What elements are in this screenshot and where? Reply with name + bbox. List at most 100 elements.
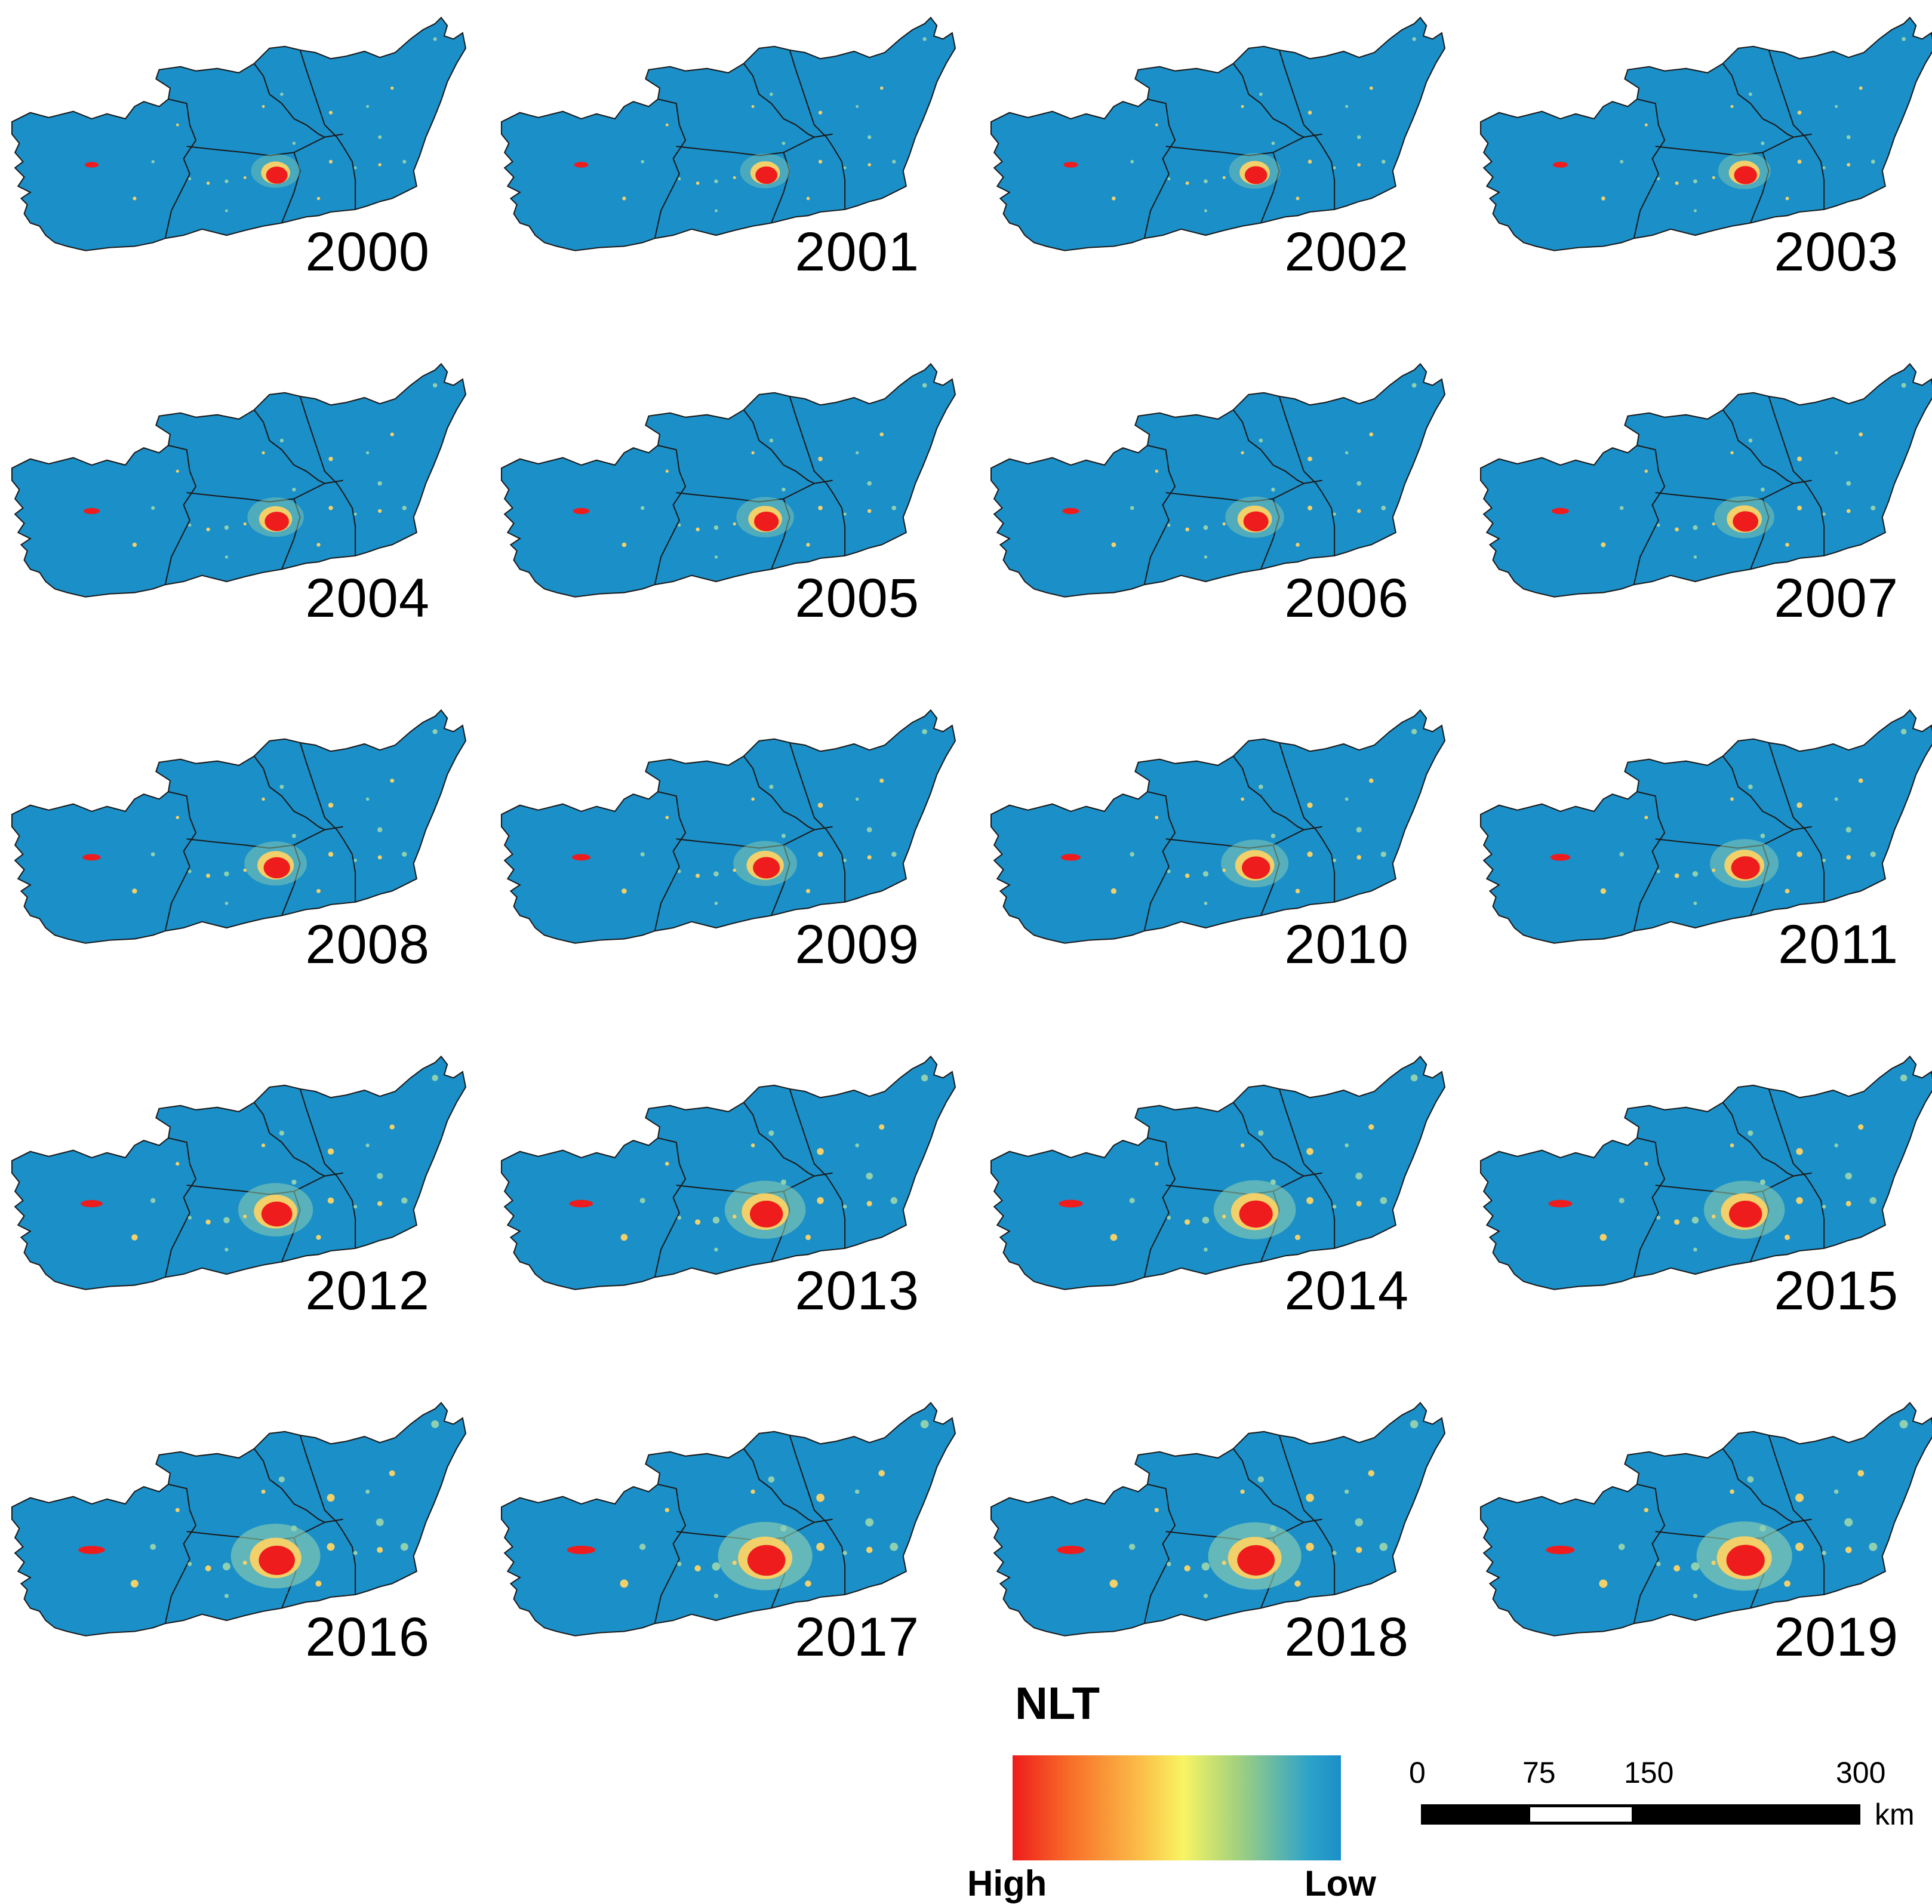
region-map	[990, 362, 1446, 598]
light-spot	[328, 159, 333, 164]
region-outline	[11, 1401, 467, 1637]
admin-boundary	[164, 1137, 197, 1278]
light-spot	[1333, 859, 1337, 862]
admin-boundary	[342, 1185, 356, 1248]
light-spot	[733, 868, 737, 872]
light-spot	[696, 873, 700, 878]
light-spot	[1356, 1201, 1362, 1207]
light-spot	[878, 1470, 885, 1477]
light-spot	[1693, 555, 1697, 559]
year-label: 2003	[1774, 222, 1899, 282]
light-spot	[1785, 888, 1790, 894]
year-label: 2012	[305, 1260, 430, 1321]
admin-boundary	[1722, 409, 1794, 484]
light-spot	[261, 1489, 266, 1494]
year-label: 2016	[305, 1607, 430, 1668]
admin-boundary	[164, 791, 197, 931]
light-spot	[366, 451, 370, 454]
west-city	[573, 507, 590, 515]
admin-boundary	[1722, 63, 1794, 138]
admin-boundary	[342, 492, 356, 556]
west-city	[84, 507, 100, 515]
light-spot	[1356, 509, 1361, 513]
light-spot	[1902, 37, 1906, 41]
light-spot	[1333, 166, 1336, 170]
light-spot	[353, 1204, 358, 1209]
west-city	[574, 162, 589, 168]
light-spot	[390, 779, 395, 783]
admin-boundary	[654, 99, 687, 239]
map-panel-2003: 2003	[1479, 12, 1932, 346]
light-spot	[279, 785, 284, 789]
light-spot	[365, 797, 370, 801]
light-spot	[639, 1543, 646, 1551]
light-spot	[1241, 797, 1244, 801]
light-spot	[733, 176, 736, 179]
admin-boundary	[1811, 492, 1825, 556]
light-spot	[842, 1551, 847, 1555]
light-spot	[1599, 1234, 1607, 1241]
light-spot	[366, 104, 370, 108]
admin-boundary	[1655, 133, 1812, 156]
light-spot	[922, 37, 927, 41]
light-spot	[1901, 383, 1906, 388]
year-label: 2004	[305, 568, 430, 629]
admin-boundary	[281, 845, 301, 916]
light-spot	[879, 779, 884, 783]
light-spot	[1822, 1551, 1826, 1555]
light-spot	[132, 542, 137, 547]
map-panel-2001: 2001	[500, 12, 967, 346]
map-panel-2005: 2005	[500, 358, 967, 693]
light-spot	[818, 506, 823, 510]
light-spot	[1368, 1470, 1374, 1477]
light-spot	[206, 182, 210, 185]
admin-boundary	[253, 63, 325, 138]
light-spot	[243, 522, 247, 526]
admin-boundary	[1232, 63, 1305, 138]
light-spot	[291, 833, 296, 838]
light-spot	[1155, 469, 1158, 473]
light-spot	[733, 522, 736, 526]
light-spot	[1155, 816, 1159, 820]
light-spot	[714, 179, 718, 183]
light-spot	[1797, 110, 1802, 115]
light-spot	[1834, 1143, 1838, 1148]
light-spot	[1356, 827, 1362, 833]
light-spot	[1257, 1476, 1265, 1483]
region-outline	[1479, 16, 1932, 251]
light-spot	[1619, 506, 1624, 510]
light-spot	[1271, 487, 1275, 492]
admin-boundary	[654, 791, 687, 931]
light-spot	[843, 512, 847, 516]
light-spot	[780, 1179, 786, 1185]
admin-boundary	[832, 1531, 846, 1595]
light-spot	[1822, 512, 1826, 516]
admin-boundary	[1232, 1448, 1305, 1523]
light-spot	[353, 166, 357, 170]
west-city	[78, 1546, 105, 1554]
light-spot	[732, 1560, 737, 1565]
admin-boundary	[299, 1088, 344, 1186]
light-spot	[1368, 1124, 1374, 1130]
scale-bar: 0 75 150 300 km	[1409, 1749, 1932, 1839]
admin-boundary	[1633, 445, 1666, 585]
light-spot	[262, 104, 265, 108]
light-spot	[1129, 1198, 1135, 1204]
light-spot	[1410, 1420, 1419, 1429]
light-spot	[1381, 505, 1386, 510]
light-spot	[1869, 1197, 1877, 1204]
admin-boundary	[1811, 146, 1825, 210]
light-spot	[622, 196, 626, 201]
light-spot	[892, 159, 896, 164]
light-spot	[1306, 1543, 1314, 1551]
light-spot	[1130, 159, 1134, 164]
light-spot	[817, 1197, 824, 1204]
light-spot	[714, 1247, 718, 1252]
light-spot	[732, 1214, 737, 1219]
light-spot	[1154, 1161, 1159, 1166]
admin-boundary	[281, 152, 301, 223]
light-spot	[1900, 728, 1907, 735]
light-spot	[1644, 123, 1648, 127]
light-spot	[891, 506, 897, 510]
light-spot	[805, 1234, 811, 1240]
